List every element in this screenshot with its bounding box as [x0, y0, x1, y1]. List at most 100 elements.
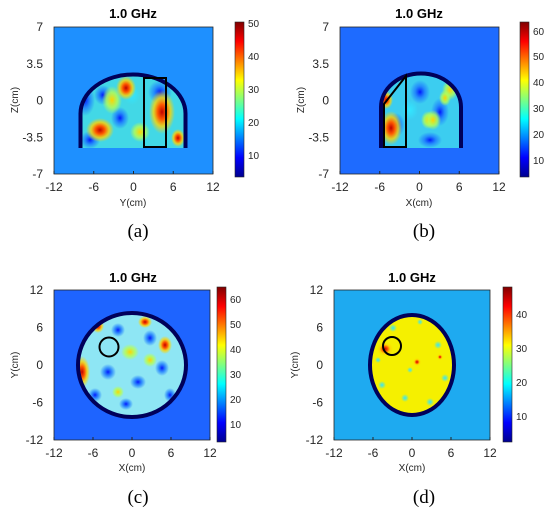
colorbar-tick: 60 — [533, 27, 545, 38]
panel-a-caption: (a) — [127, 221, 148, 242]
panel-a-yticks: 7 3.5 0 -3.5 -7 — [22, 20, 43, 181]
y-tick-label: 7 — [36, 20, 43, 34]
x-tick-label: 12 — [206, 180, 220, 194]
panel-a-colorbar — [234, 21, 245, 178]
panel-b-boundary — [379, 71, 463, 148]
y-tick-label: -6 — [312, 396, 323, 410]
panel-d-hot-spot — [437, 354, 443, 360]
panel-b-yticks: 7 3.5 0 -3.5 -7 — [308, 20, 329, 181]
panel-a: 1.0 GHz -12 -6 0 6 12 — [10, 6, 260, 242]
x-tick-label: 0 — [409, 446, 416, 460]
y-tick-label: 0 — [322, 94, 329, 108]
panel-c-hot-spot — [138, 316, 152, 328]
panel-d-yticks: 12 6 0 -6 -12 — [306, 283, 324, 447]
panel-a-boundary — [78, 72, 188, 148]
panel-b-hot-spot — [439, 90, 451, 106]
x-tick-label: 6 — [456, 180, 463, 194]
panel-b-hot-spot — [425, 110, 441, 130]
panel-c: 1.0 GHz -12 -6 0 6 — [10, 270, 242, 508]
colorbar-tick: 40 — [533, 78, 545, 89]
panel-c-caption: (c) — [127, 487, 148, 508]
panel-d-caption: (d) — [413, 487, 435, 508]
colorbar-tick: 20 — [230, 395, 242, 406]
y-tick-label: -3.5 — [22, 130, 43, 144]
panel-a-hot-spot — [116, 76, 136, 100]
panel-d-hot-spot — [377, 342, 393, 356]
y-tick-label: 6 — [316, 321, 323, 335]
panel-d-colorbar-ticks: 40 30 20 10 — [516, 310, 528, 423]
panel-c-xlabel: X(cm) — [119, 463, 146, 474]
panel-a-xlabel: Y(cm) — [120, 198, 147, 209]
y-tick-label: 0 — [316, 358, 323, 372]
y-tick-label: 3.5 — [312, 57, 329, 71]
colorbar-tick: 60 — [230, 295, 242, 306]
x-tick-label: 0 — [129, 446, 136, 460]
panel-b-ylabel: Z(cm) — [296, 87, 307, 113]
panel-d-xticks: -12 -6 0 6 12 — [325, 437, 497, 460]
y-tick-label: 12 — [30, 283, 44, 297]
y-tick-label: -7 — [32, 167, 43, 181]
panel-d-xlabel: X(cm) — [399, 463, 426, 474]
panel-b-title: 1.0 GHz — [395, 6, 443, 21]
y-tick-label: 3.5 — [26, 57, 43, 71]
panel-c-hot-spot — [158, 336, 172, 354]
panel-b-colorbar-ticks: 60 50 40 30 20 10 — [533, 27, 545, 167]
panel-a-hot-spot — [86, 118, 114, 142]
y-tick-label: 6 — [36, 321, 43, 335]
x-tick-label: -6 — [88, 180, 99, 194]
panel-d-ylabel: Y(cm) — [290, 352, 301, 379]
x-tick-label: 6 — [168, 446, 175, 460]
panel-d-hot-spot — [413, 358, 421, 366]
y-tick-label: 0 — [36, 358, 43, 372]
colorbar-tick: 40 — [230, 345, 242, 356]
panel-c-hot-spot — [78, 356, 90, 388]
panel-c-object — [78, 313, 186, 417]
panel-a-hot-spot — [171, 129, 185, 147]
panel-c-boundary — [76, 311, 188, 419]
x-tick-label: 12 — [483, 446, 497, 460]
y-tick-label: 12 — [310, 283, 324, 297]
panel-b-colorbar — [519, 21, 530, 178]
colorbar-tick: 50 — [230, 320, 242, 331]
x-tick-label: -12 — [331, 180, 349, 194]
colorbar-tick: 10 — [516, 412, 528, 423]
colorbar-tick: 30 — [248, 85, 260, 96]
colorbar-tick: 20 — [533, 130, 545, 141]
x-tick-label: -6 — [374, 180, 385, 194]
x-tick-label: -12 — [325, 446, 343, 460]
colorbar-tick: 10 — [533, 156, 545, 167]
y-tick-label: -6 — [32, 396, 43, 410]
y-tick-label: 7 — [322, 20, 329, 34]
panel-a-colorbar-ticks: 50 40 30 20 10 — [248, 19, 260, 162]
panel-c-xticks: -12 -6 0 6 12 — [45, 437, 217, 460]
panel-c-ylabel: Y(cm) — [10, 352, 21, 379]
panel-b-xlabel: X(cm) — [406, 198, 433, 209]
panel-c-colorbar — [216, 286, 227, 443]
x-tick-label: -12 — [45, 180, 63, 194]
panel-b-caption: (b) — [413, 221, 435, 242]
panel-d-inclusion — [382, 336, 402, 356]
y-tick-label: -12 — [26, 433, 44, 447]
colorbar-tick: 50 — [248, 19, 260, 30]
x-tick-label: 12 — [203, 446, 217, 460]
x-tick-label: 0 — [130, 180, 137, 194]
panel-c-colorbar-ticks: 60 50 40 30 20 10 — [230, 295, 242, 431]
panel-d-boundary — [368, 313, 456, 417]
panel-d: 1.0 GHz -12 -6 0 6 12 — [290, 270, 528, 508]
x-tick-label: 12 — [492, 180, 506, 194]
colorbar-tick: 30 — [230, 370, 242, 381]
panel-a-title: 1.0 GHz — [109, 6, 157, 21]
panel-d-colorbar — [502, 286, 513, 443]
colorbar-tick: 10 — [230, 420, 242, 431]
colorbar-tick: 20 — [248, 118, 260, 129]
x-tick-label: 0 — [416, 180, 423, 194]
y-tick-label: -3.5 — [308, 130, 329, 144]
panel-c-inclusion — [98, 336, 120, 358]
colorbar-tick: 40 — [516, 310, 528, 321]
panel-d-title: 1.0 GHz — [388, 270, 436, 285]
y-tick-label: -7 — [318, 167, 329, 181]
panel-b-hot-spot — [381, 111, 402, 145]
y-tick-label: -12 — [306, 433, 324, 447]
panel-b-inclusion — [383, 73, 407, 148]
